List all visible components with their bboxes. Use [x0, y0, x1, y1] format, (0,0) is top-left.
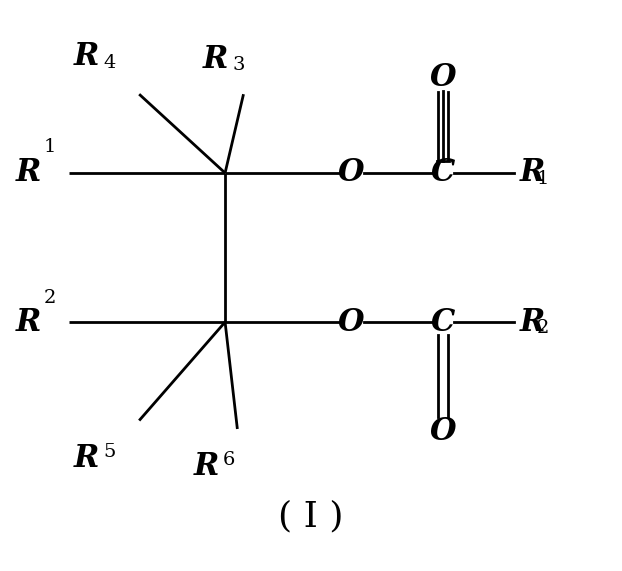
Text: O: O: [430, 62, 457, 93]
Text: O: O: [338, 158, 364, 188]
Text: 2: 2: [44, 289, 57, 307]
Text: R: R: [74, 41, 100, 72]
Text: R: R: [519, 307, 545, 337]
Text: ( I ): ( I ): [278, 499, 344, 533]
Text: O: O: [338, 307, 364, 337]
Text: 6: 6: [223, 452, 236, 469]
Text: 3: 3: [233, 57, 245, 74]
Text: R: R: [519, 158, 545, 188]
Text: O: O: [430, 416, 457, 447]
Text: C: C: [431, 158, 455, 188]
Text: R: R: [16, 307, 41, 337]
Text: R: R: [203, 43, 228, 74]
Text: 2: 2: [537, 319, 549, 337]
Text: 5: 5: [104, 443, 116, 461]
Text: 1: 1: [537, 170, 549, 188]
Text: C: C: [431, 307, 455, 337]
Text: R: R: [74, 443, 100, 474]
Text: 1: 1: [44, 138, 57, 156]
Text: 4: 4: [104, 54, 116, 72]
Text: R: R: [16, 158, 41, 188]
Text: R: R: [193, 452, 219, 482]
